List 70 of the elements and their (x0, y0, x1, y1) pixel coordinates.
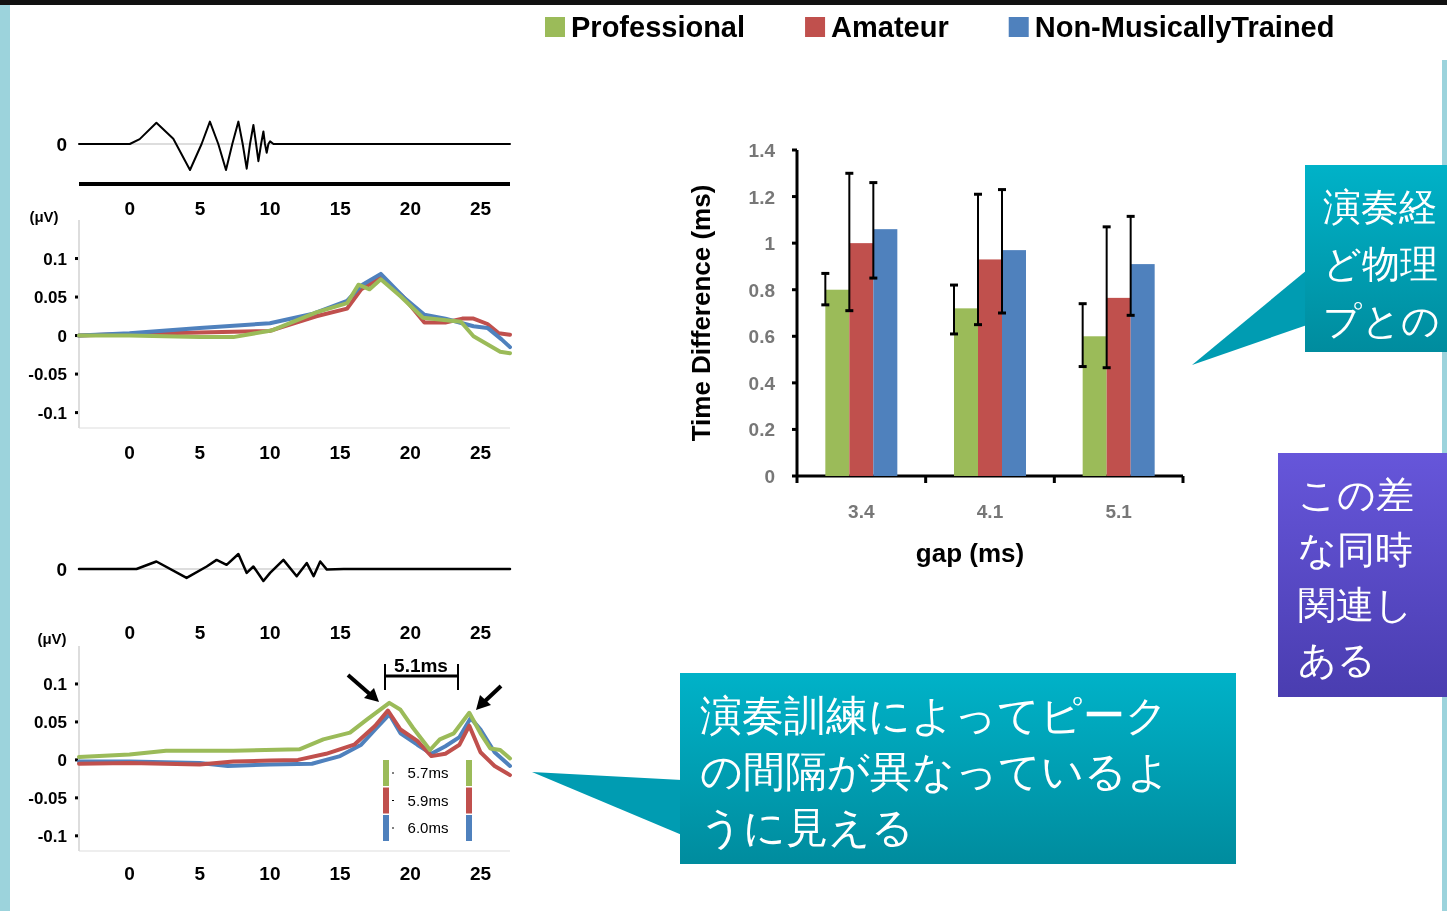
x-tick-label: 4.1 (976, 501, 1004, 522)
x-tick-label: 0 (124, 198, 136, 219)
x-tick-label: 25 (469, 622, 492, 643)
legend-label: Professional (571, 11, 746, 43)
annotation: 5.9ms (407, 791, 449, 809)
x-tick-label: 0 (124, 863, 135, 884)
x-tick-label: 10 (259, 198, 281, 219)
annotation: 5.1ms (394, 655, 448, 676)
x-tick-label: 25 (469, 198, 492, 219)
x-tick-label: 20 (399, 442, 421, 463)
text: この差な同時関連しある (1298, 473, 1414, 682)
bar (978, 259, 1002, 476)
x-tick-label: 3.4 (848, 501, 875, 522)
y-tick-label: 0.2 (748, 419, 775, 441)
y-tick-label: -0.05 (28, 365, 67, 385)
y-tick-label: 0.4 (748, 372, 776, 394)
y-tick-label: 0.05 (33, 288, 67, 308)
annotation: 6.0ms (407, 819, 449, 836)
bar (1082, 336, 1107, 476)
y-tick-label: 1.4 (748, 140, 776, 161)
x-tick-label: 0 (124, 622, 136, 643)
text: 演奏経ど物理プとの (1323, 185, 1440, 343)
y-tick-label: -0.1 (37, 826, 67, 846)
bar (849, 243, 874, 476)
bar (1130, 264, 1155, 476)
x-tick-label: 5 (194, 622, 206, 643)
y-tick-label: 0.6 (748, 326, 775, 348)
y-tick-label: 0.1 (43, 249, 67, 269)
x-tick-label: 20 (399, 198, 421, 219)
legend-label: Amateur (831, 11, 949, 43)
x-tick-label: 5.1 (1105, 501, 1133, 522)
y-axis-title: Time Difference (ms) (686, 184, 716, 442)
x-tick-label: 5 (194, 198, 206, 219)
y-tick-label: 1 (764, 233, 776, 255)
x-tick-label: 25 (469, 863, 492, 884)
y-tick-label: -0.1 (37, 403, 67, 423)
bar (954, 308, 978, 476)
x-tick-label: 10 (259, 622, 281, 643)
y-tick-label: -0.05 (28, 788, 67, 808)
x-tick-label: 20 (399, 622, 421, 643)
x-tick-label: 15 (329, 442, 352, 463)
x-tick-label: 5 (194, 863, 206, 884)
line-series (77, 700, 512, 761)
x-tick-label: 15 (329, 863, 352, 884)
y-axis-title: (μV) (29, 208, 59, 225)
y-tick-label: 0 (764, 466, 775, 487)
bar (1002, 250, 1026, 476)
x-tick-label: 25 (469, 442, 492, 463)
y-tick-label: 0 (57, 750, 67, 770)
x-tick-label: 15 (329, 198, 352, 219)
legend-label: Non-MusicallyTrained (1034, 11, 1335, 43)
x-tick-label: 10 (259, 863, 281, 884)
bar (873, 229, 898, 476)
text: 演奏訓練によってピークの間隔が異なっているように見える (700, 691, 1170, 852)
y-tick-label: 1.2 (748, 186, 775, 208)
y-tick-label: 0.1 (43, 674, 67, 694)
x-tick-label: 0 (124, 442, 135, 463)
x-tick-label: 10 (259, 442, 281, 463)
y-tick-label: 0 (57, 326, 67, 346)
y-tick-label: 0.05 (33, 712, 67, 732)
y-tick-label: 0.8 (748, 279, 775, 301)
y-axis-title: (μV) (37, 630, 67, 647)
line-series (77, 708, 512, 778)
bar (1106, 297, 1131, 476)
x-axis-title: gap (ms) (915, 538, 1025, 568)
x-tick-label: 5 (194, 442, 206, 463)
annotation: 5.7ms (407, 764, 449, 781)
x-tick-label: 15 (329, 622, 352, 643)
bar (825, 289, 850, 476)
x-tick-label: 20 (399, 863, 421, 884)
